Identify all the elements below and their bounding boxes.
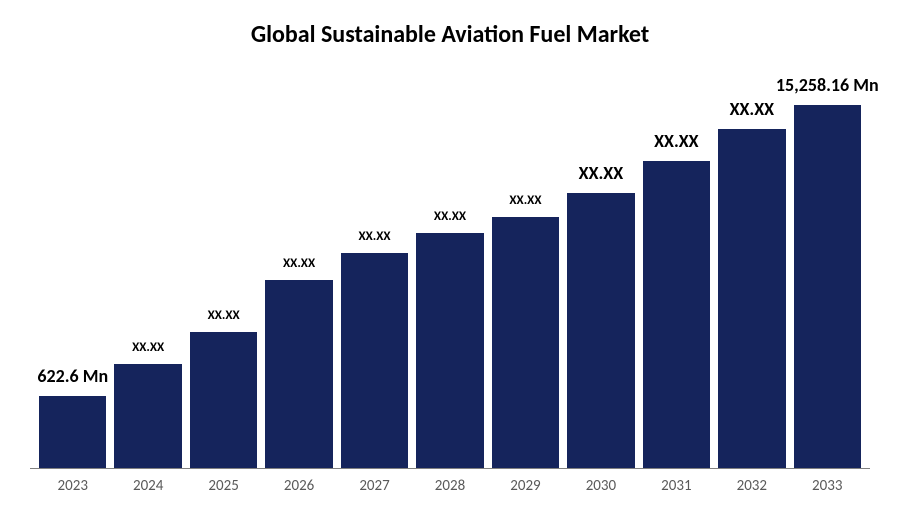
- bar-value-label: XX.XX: [509, 193, 541, 208]
- bar-value-label: XX.XX: [132, 340, 164, 355]
- bar-value-label: XX.XX: [730, 98, 774, 120]
- x-axis-tick: 2033: [794, 477, 861, 495]
- x-axis-tick: 2031: [643, 477, 710, 495]
- bar-group: XX.XX: [567, 69, 634, 468]
- bar-value-label: XX.XX: [358, 229, 390, 244]
- plot-area: 622.6 Mn XX.XX XX.XX XX.XX XX.XX XX.XX XX.XX XX…: [30, 69, 870, 469]
- bar-group: XX.XX: [718, 69, 785, 468]
- x-axis: 2023 2024 2025 2026 2027 2028 2029 2030 2031 2032…: [30, 469, 870, 495]
- bar: [39, 396, 106, 468]
- bar: [643, 161, 710, 468]
- x-axis-tick: 2023: [39, 477, 106, 495]
- bar: [794, 105, 861, 468]
- bar-value-label: XX.XX: [654, 130, 698, 152]
- chart-title: Global Sustainable Aviation Fuel Market: [30, 20, 870, 49]
- bar-group: XX.XX: [341, 69, 408, 468]
- bar: [114, 364, 181, 468]
- x-axis-tick: 2029: [492, 477, 559, 495]
- bar-value-label: XX.XX: [579, 162, 623, 184]
- bar-group: XX.XX: [190, 69, 257, 468]
- x-axis-tick: 2028: [416, 477, 483, 495]
- x-axis-tick: 2025: [190, 477, 257, 495]
- bar-group: 15,258.16 Mn: [794, 69, 861, 468]
- chart-container: Global Sustainable Aviation Fuel Market …: [0, 0, 900, 525]
- bar: [567, 193, 634, 468]
- x-axis-tick: 2026: [265, 477, 332, 495]
- bar-group: XX.XX: [114, 69, 181, 468]
- bar-group: XX.XX: [416, 69, 483, 468]
- bar-group: XX.XX: [643, 69, 710, 468]
- x-axis-tick: 2030: [567, 477, 634, 495]
- bar: [416, 233, 483, 468]
- x-axis-tick: 2032: [718, 477, 785, 495]
- x-axis-tick: 2027: [341, 477, 408, 495]
- bar: [341, 253, 408, 468]
- x-axis-tick: 2024: [114, 477, 181, 495]
- bar-group: 622.6 Mn: [39, 69, 106, 468]
- bar-value-label: 622.6 Mn: [37, 365, 108, 387]
- bar-group: XX.XX: [265, 69, 332, 468]
- bar-value-label: XX.XX: [208, 308, 240, 323]
- bar-value-label: XX.XX: [434, 209, 466, 224]
- bar: [190, 332, 257, 468]
- bar: [492, 217, 559, 468]
- bar: [718, 129, 785, 468]
- bar: [265, 280, 332, 468]
- bar-value-label: XX.XX: [283, 256, 315, 271]
- bar-value-label: 15,258.16 Mn: [776, 74, 879, 96]
- bar-group: XX.XX: [492, 69, 559, 468]
